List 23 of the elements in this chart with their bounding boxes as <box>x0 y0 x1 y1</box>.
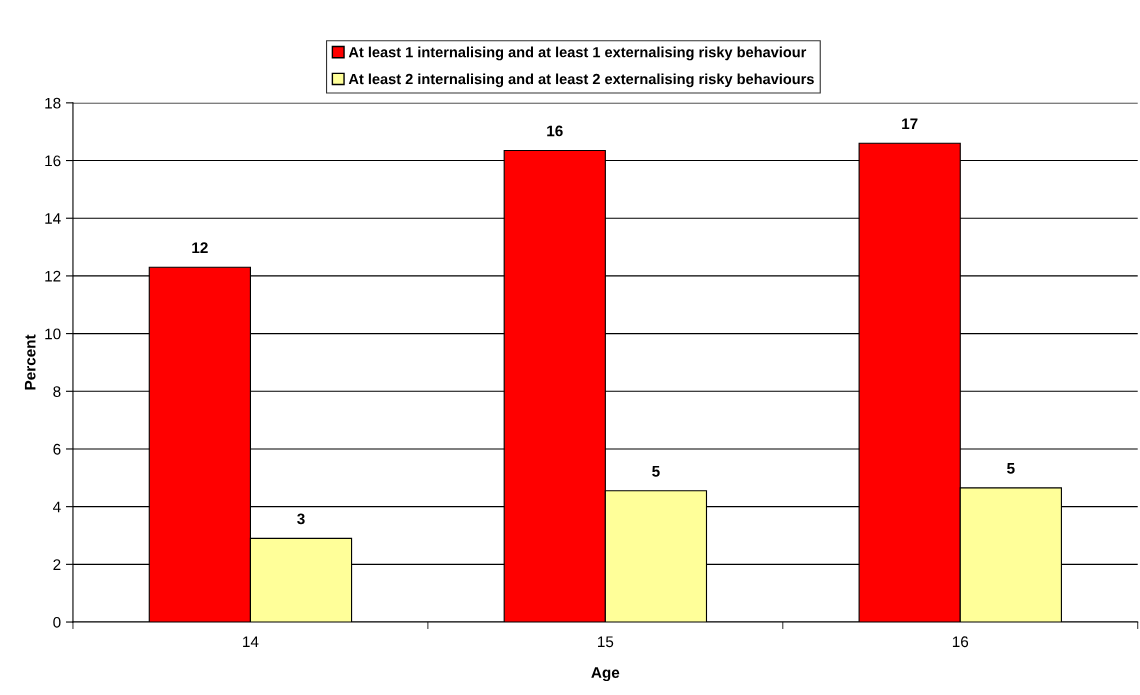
y-tick-label: 0 <box>53 616 61 628</box>
data-label: 5 <box>1007 463 1015 474</box>
y-tick-label: 2 <box>53 559 61 570</box>
x-tick-label: 15 <box>598 636 614 648</box>
y-axis-title: Percent <box>24 334 36 390</box>
data-label: 17 <box>902 118 918 129</box>
data-label: 16 <box>547 125 563 137</box>
x-tick-label: 14 <box>243 636 259 647</box>
x-axis-title: Age <box>591 667 620 682</box>
data-label: 12 <box>192 242 208 253</box>
y-tick-label: 14 <box>45 213 61 224</box>
data-label: 5 <box>652 466 660 477</box>
legend-label: At least 1 internalising and at least 1 externalising risky behaviour <box>348 46 807 61</box>
y-tick-label: 8 <box>53 386 61 397</box>
y-tick-label: 12 <box>45 270 61 282</box>
y-tick-label: 18 <box>45 97 61 109</box>
y-tick-label: 6 <box>53 443 61 455</box>
y-tick-label: 4 <box>53 501 61 513</box>
data-label: 3 <box>297 513 305 525</box>
y-tick-label: 10 <box>45 328 61 340</box>
y-tick-label: 16 <box>45 155 61 167</box>
x-tick-label: 16 <box>952 636 969 648</box>
legend-label: At least 2 internalising and at least 2 externalising risky behaviours <box>348 73 814 88</box>
